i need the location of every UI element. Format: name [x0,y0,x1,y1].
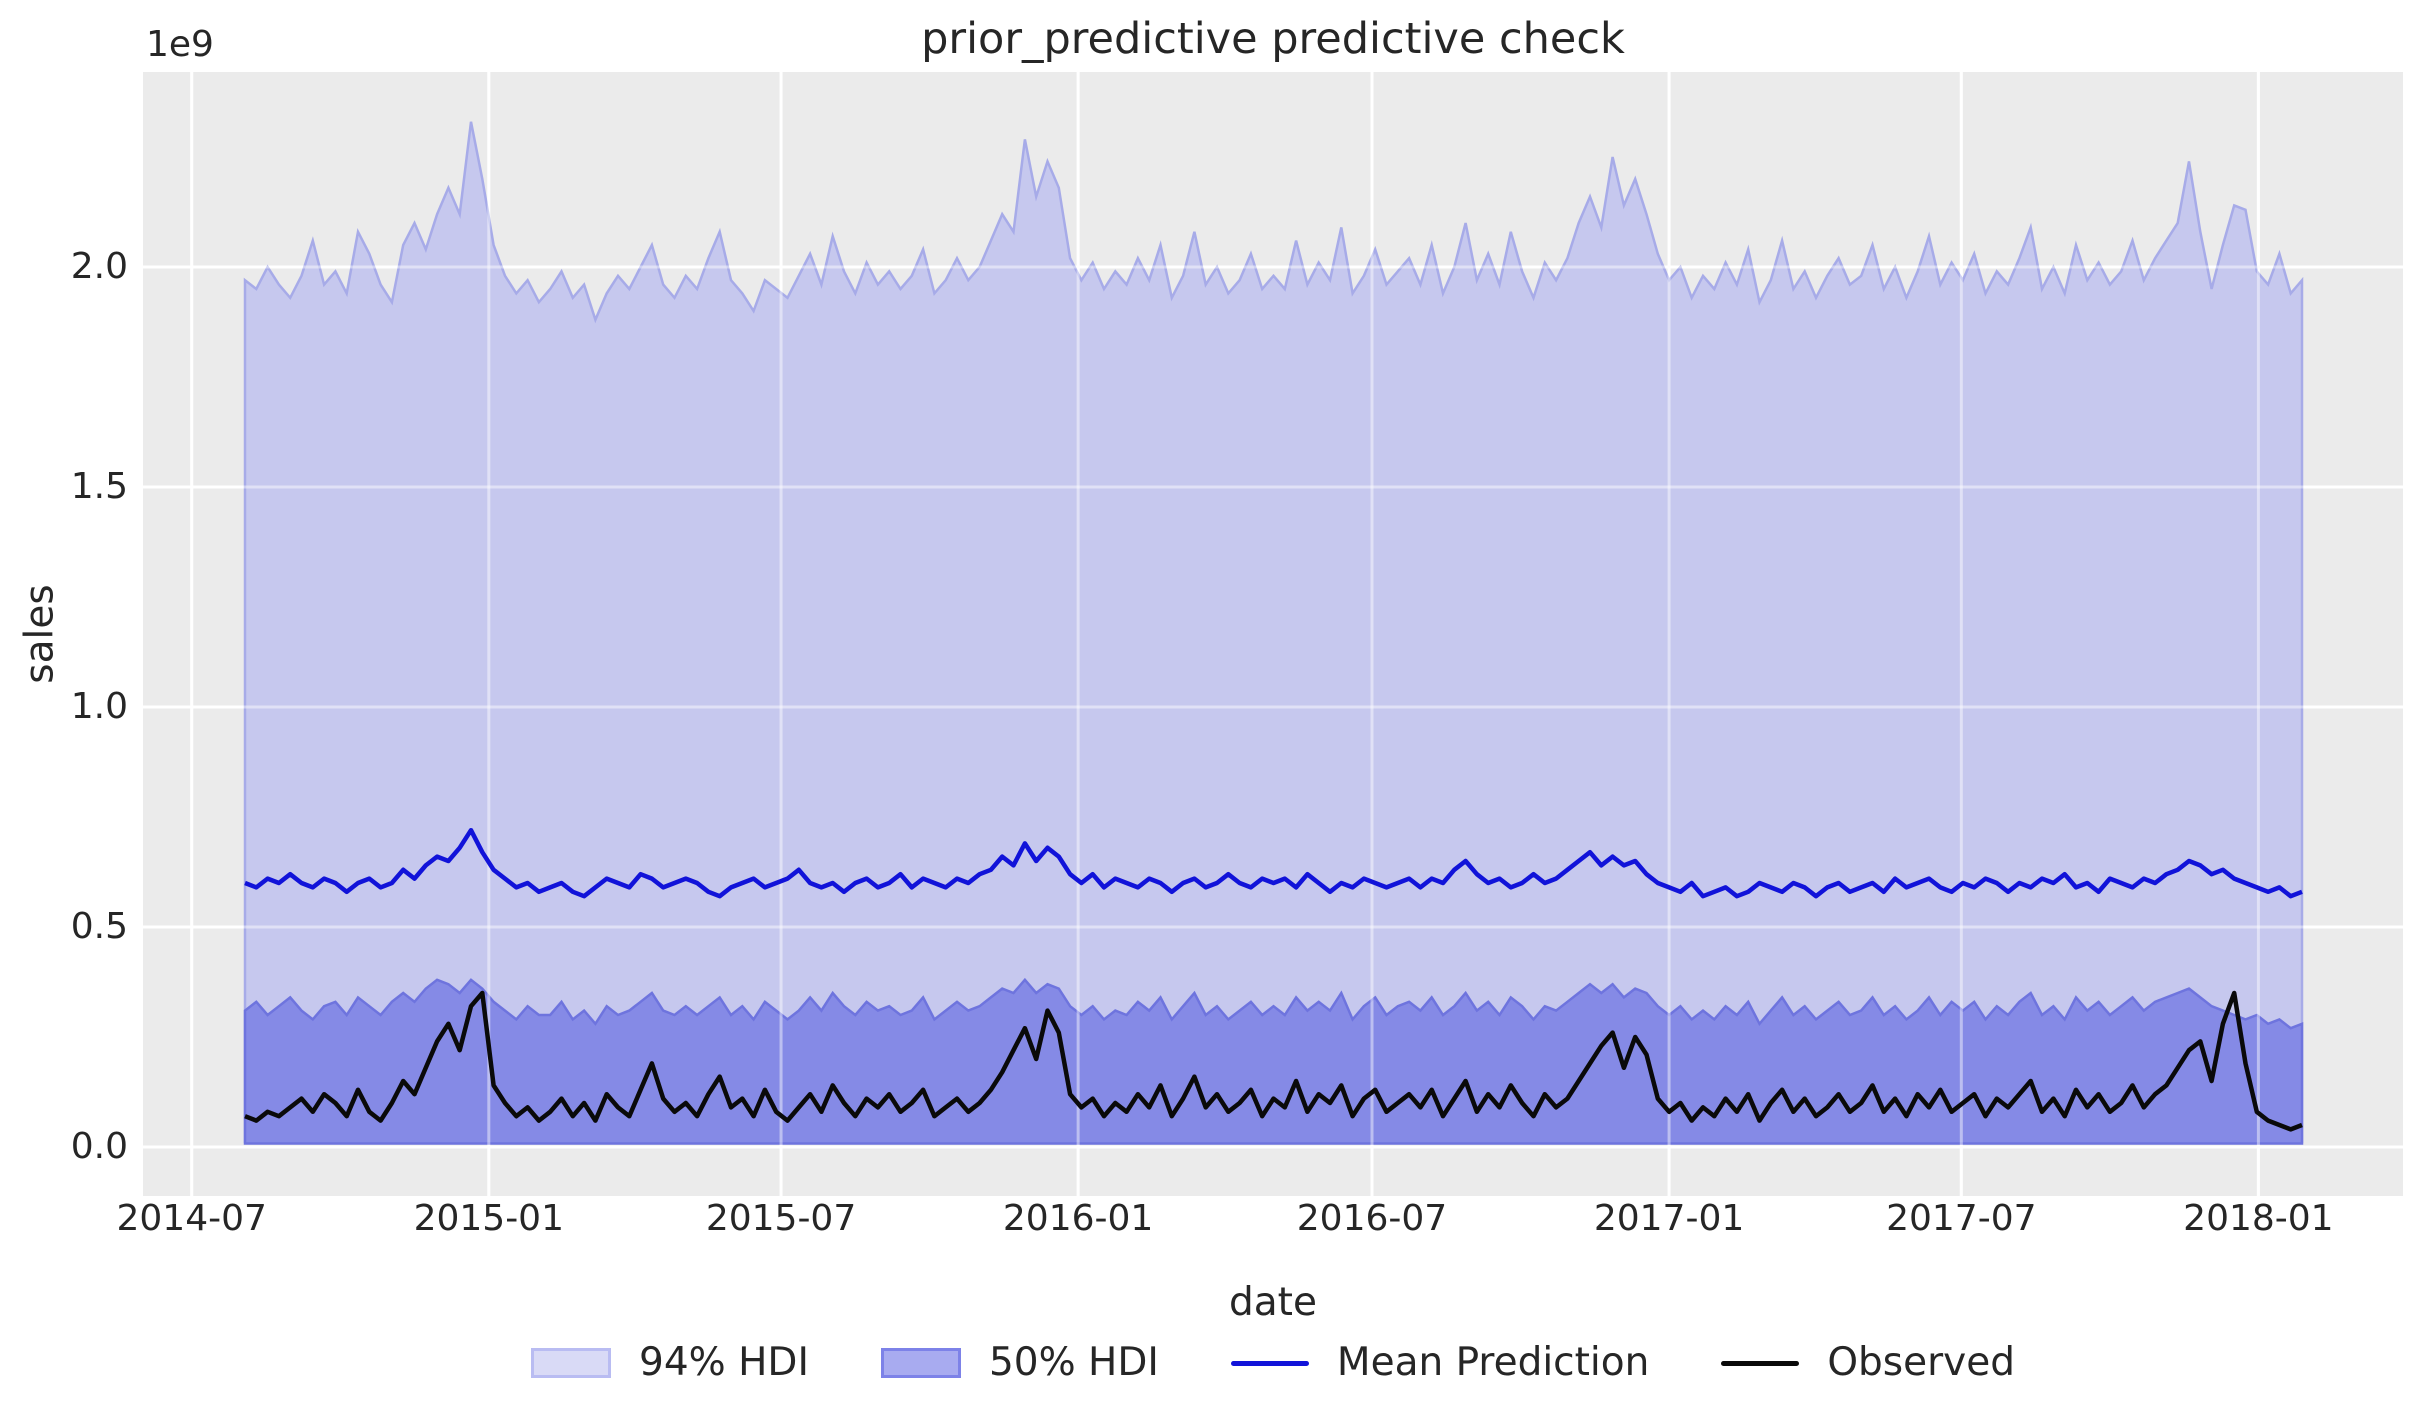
x-tick-label: 2015-01 [413,1198,564,1239]
legend-item-mean-prediction: Mean Prediction [1230,1340,1650,1386]
legend-item-50-hdi: 50% HDI [880,1340,1159,1386]
observed-line [244,990,2303,1132]
gridlines-over [143,72,2403,1196]
legend-patch-swatch [880,1348,961,1378]
y-tick-label: 2.0 [70,246,128,287]
x-tick-label: 2016-01 [1002,1198,1154,1239]
y-tick-label: 0.0 [70,1126,128,1167]
legend-label: 94% HDI [639,1340,809,1385]
y-tick-label: 0.5 [70,906,128,947]
y-tick-label: 1.0 [70,686,128,727]
legend-line-sample [1230,1360,1309,1366]
legend: 94% HDI 50% HDI Mean Prediction Observed [143,1340,2403,1386]
legend-item-94-hdi: 94% HDI [531,1340,809,1386]
plot-area [143,72,2403,1196]
y-tick-label: 1.5 [70,466,128,507]
chart-canvas [143,72,2403,1196]
legend-label: Observed [1827,1340,2015,1385]
legend-patch-swatch [531,1348,612,1378]
x-tick-label: 2014-07 [116,1198,267,1239]
y-axis-label: sales [17,584,63,684]
legend-label: 50% HDI [988,1340,1159,1385]
x-tick-label: 2018-01 [2183,1198,2334,1239]
x-tick-label: 2017-07 [1886,1198,2037,1239]
chart-title: prior_predictive predictive check [921,14,1625,64]
x-axis-label: date [1229,1280,1317,1325]
x-tick-label: 2015-07 [705,1198,857,1239]
legend-item-observed: Observed [1721,1340,2015,1386]
y-axis-offset-text: 1e9 [146,24,214,65]
legend-label: Mean Prediction [1336,1340,1650,1385]
x-tick-label: 2017-01 [1593,1198,1745,1239]
legend-line-sample [1721,1360,1800,1366]
x-tick-label: 2016-07 [1296,1198,1448,1239]
mean-prediction-line [244,827,2303,899]
